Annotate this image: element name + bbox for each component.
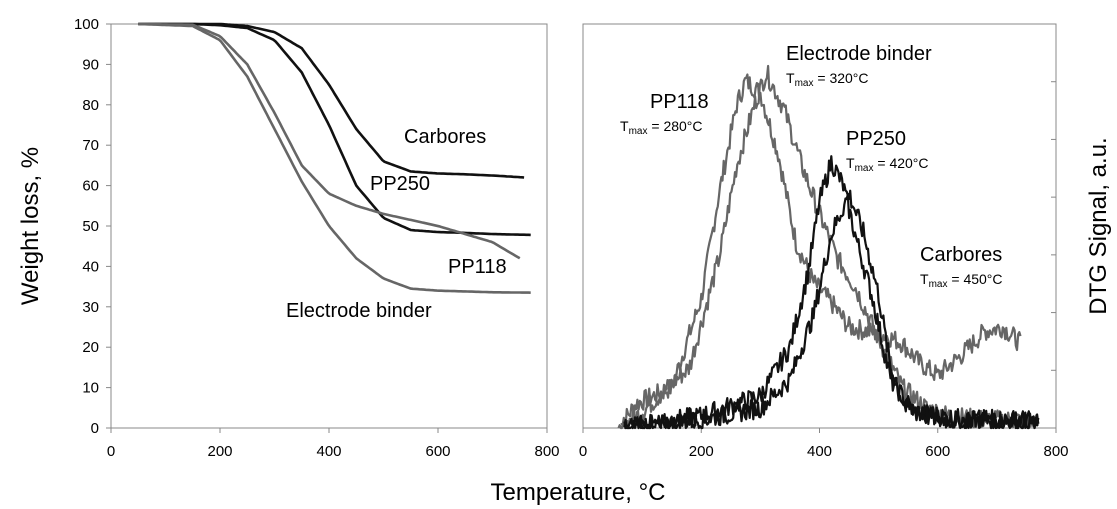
series-line-pp118 bbox=[138, 22, 521, 260]
label-binder-left: Electrode binder bbox=[286, 300, 432, 322]
left-y-axis-title: Weight loss, % bbox=[17, 147, 44, 305]
annotation-pp118-tmax: Tmax = 280°C bbox=[620, 118, 703, 137]
right-chart: 0 200 400 600 800 DTG Signal, a.u. Electrode… bbox=[579, 23, 1112, 460]
y-tick-label: 90 bbox=[82, 56, 99, 73]
y-tick-label: 20 bbox=[82, 339, 99, 356]
annotation-pp250: PP250 Tmax = 420°C bbox=[846, 128, 929, 174]
y-tick-label: 80 bbox=[82, 97, 99, 114]
y-tick-label: 60 bbox=[82, 178, 99, 195]
annotation-binder: Electrode binder Tmax = 320°C bbox=[786, 43, 932, 89]
x-tick-label: 200 bbox=[689, 443, 714, 460]
annotation-binder-name: Electrode binder bbox=[786, 43, 932, 65]
annotation-pp118: PP118 Tmax = 280°C bbox=[620, 91, 709, 137]
right-y-ticks bbox=[1051, 81, 1056, 371]
y-tick-label: 0 bbox=[91, 420, 99, 437]
annotation-carbores-name: Carbores bbox=[920, 244, 1002, 266]
x-tick-label: 800 bbox=[1043, 443, 1068, 460]
annotation-pp250-name: PP250 bbox=[846, 128, 906, 150]
y-tick-label: 50 bbox=[82, 218, 99, 235]
series-line-pp118 bbox=[617, 73, 1022, 430]
x-tick-label: 600 bbox=[925, 443, 950, 460]
x-tick-label: 800 bbox=[534, 443, 559, 460]
right-x-ticks: 0 200 400 600 800 bbox=[579, 428, 1069, 460]
annotation-pp118-name: PP118 bbox=[650, 91, 709, 113]
right-series-lines bbox=[617, 64, 1040, 430]
y-tick-label: 10 bbox=[82, 380, 99, 397]
annotation-carbores-tmax: Tmax = 450°C bbox=[920, 271, 1003, 290]
y-tick-label: 30 bbox=[82, 299, 99, 316]
x-tick-label: 600 bbox=[425, 443, 450, 460]
y-tick-label: 70 bbox=[82, 137, 99, 154]
label-pp250-left: PP250 bbox=[370, 173, 430, 195]
x-tick-label: 400 bbox=[807, 443, 832, 460]
x-tick-label: 400 bbox=[316, 443, 341, 460]
x-tick-label: 200 bbox=[207, 443, 232, 460]
left-y-ticks: 0 10 20 30 40 50 60 70 80 90 100 bbox=[74, 16, 111, 437]
y-tick-label: 100 bbox=[74, 16, 99, 33]
x-axis-title: Temperature, °C bbox=[491, 479, 666, 506]
left-x-ticks: 0 200 400 600 800 bbox=[107, 428, 560, 460]
annotation-carbores: Carbores Tmax = 450°C bbox=[920, 244, 1003, 290]
series-line-pp250 bbox=[623, 155, 1040, 430]
annotation-pp250-tmax: Tmax = 420°C bbox=[846, 155, 929, 174]
label-pp118-left: PP118 bbox=[448, 256, 507, 278]
annotation-binder-tmax: Tmax = 320°C bbox=[786, 70, 869, 89]
series-line-carbores bbox=[138, 22, 525, 179]
series-line-electrode-binder bbox=[138, 22, 531, 294]
label-carbores-left: Carbores bbox=[404, 126, 486, 148]
x-tick-label: 0 bbox=[579, 443, 587, 460]
left-chart: 0 10 20 30 40 50 60 70 80 90 100 0 200 400 600 800 Wei… bbox=[17, 16, 560, 460]
left-series-lines bbox=[138, 22, 531, 294]
y-tick-label: 40 bbox=[82, 258, 99, 275]
x-tick-label: 0 bbox=[107, 443, 115, 460]
series-line-carbores bbox=[623, 189, 1040, 430]
right-y-axis-title: DTG Signal, a.u. bbox=[1085, 137, 1112, 314]
